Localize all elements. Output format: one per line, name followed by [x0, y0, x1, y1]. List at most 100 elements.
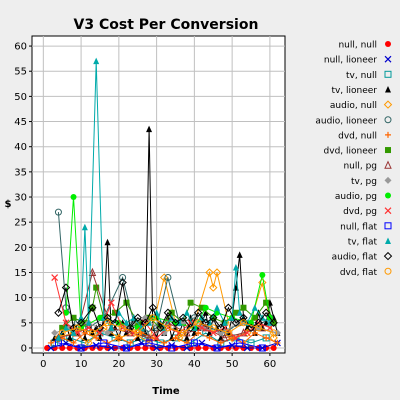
legend-label: dvd, flat	[340, 268, 378, 278]
data-point	[112, 309, 119, 316]
plot-background	[31, 35, 286, 354]
data-point	[221, 319, 228, 326]
data-point	[125, 323, 135, 333]
data-point	[209, 283, 218, 292]
data-point	[69, 323, 78, 333]
data-point	[239, 328, 248, 337]
data-point	[88, 303, 97, 312]
legend-item: tv, lioneer	[331, 85, 391, 96]
data-point	[100, 339, 108, 347]
legend-label: dvd, null	[338, 131, 377, 141]
data-point	[93, 334, 100, 341]
legend-item: dvd, null	[338, 131, 391, 141]
data-point	[145, 339, 153, 347]
data-point	[232, 309, 239, 316]
data-point	[148, 303, 158, 312]
legend-label: dvd, pg	[343, 207, 377, 217]
data-point	[263, 334, 270, 341]
y-tick-label: 40	[14, 142, 27, 153]
data-point	[96, 329, 104, 337]
data-point	[145, 333, 153, 342]
y-tick-label: 10	[14, 293, 27, 304]
x-tick-label: 10	[75, 359, 88, 370]
data-point	[243, 329, 251, 337]
legend-item: dvd, flat	[340, 267, 392, 278]
data-point	[66, 344, 73, 351]
x-tick-label: 50	[226, 359, 239, 370]
data-point	[224, 303, 233, 312]
data-point	[93, 284, 100, 291]
data-point	[127, 339, 134, 346]
legend-marker	[383, 100, 393, 109]
data-point	[255, 324, 263, 332]
y-tick-label: 5	[21, 318, 27, 329]
legend-label: null, flat	[340, 222, 377, 232]
legend-marker	[384, 116, 392, 124]
data-point	[122, 344, 130, 352]
data-point	[76, 318, 86, 328]
data-point	[59, 324, 66, 331]
series-line	[58, 342, 263, 349]
legend-label: null, lioneer	[324, 56, 377, 66]
data-point	[213, 344, 221, 352]
series-14	[54, 278, 278, 333]
data-point	[270, 329, 278, 337]
data-point	[160, 329, 168, 337]
data-point	[178, 313, 188, 322]
data-point	[88, 267, 97, 276]
data-point	[118, 278, 127, 287]
data-point	[62, 324, 69, 331]
data-point	[183, 309, 190, 316]
legend-item: tv, pg	[351, 176, 392, 187]
data-point	[149, 314, 157, 322]
data-point	[115, 334, 122, 341]
x-tick-label: 60	[264, 359, 277, 370]
data-point	[146, 125, 153, 133]
chart-title: V3 Cost Per Conversion	[74, 17, 259, 33]
legend: null, null null, lioneer tv, null tv, lione…	[315, 41, 393, 278]
y-tick-label: 25	[14, 218, 27, 229]
data-point	[73, 324, 81, 332]
data-point	[251, 314, 258, 321]
data-point	[141, 318, 150, 328]
data-point	[270, 344, 277, 351]
series-11	[51, 274, 274, 342]
data-point	[59, 344, 66, 351]
data-point	[212, 268, 222, 277]
data-point	[198, 304, 205, 311]
y-tick-label: 0	[21, 343, 27, 354]
data-point	[251, 329, 258, 336]
data-point	[195, 344, 202, 351]
data-point	[202, 304, 209, 311]
series-line	[62, 317, 274, 334]
data-point	[70, 329, 77, 336]
data-point	[81, 223, 88, 231]
legend-label: dvd, lioneer	[324, 147, 378, 157]
data-point	[134, 334, 141, 341]
series-layer	[44, 57, 281, 352]
legend-label: tv, lioneer	[331, 86, 377, 96]
data-point	[216, 323, 226, 333]
series-6	[47, 329, 281, 346]
data-point	[107, 344, 115, 352]
data-point	[58, 329, 66, 337]
legend-marker	[385, 131, 391, 138]
data-point	[195, 329, 202, 336]
data-point	[114, 333, 124, 343]
data-point	[134, 344, 141, 351]
data-point	[236, 339, 244, 347]
x-tick-label: 0	[40, 359, 46, 370]
data-point	[239, 319, 247, 327]
data-point	[205, 268, 214, 277]
legend-item: dvd, pg	[343, 207, 392, 217]
legend-marker	[385, 192, 391, 199]
x-tick-label: 40	[188, 359, 201, 370]
legend-marker	[385, 85, 391, 93]
legend-item: dvd, lioneer	[324, 147, 391, 157]
data-point	[54, 208, 62, 216]
data-point	[183, 328, 191, 337]
data-point	[88, 329, 96, 337]
legend-label: tv, flat	[348, 237, 378, 247]
legend-item: audio, pg	[335, 192, 391, 202]
